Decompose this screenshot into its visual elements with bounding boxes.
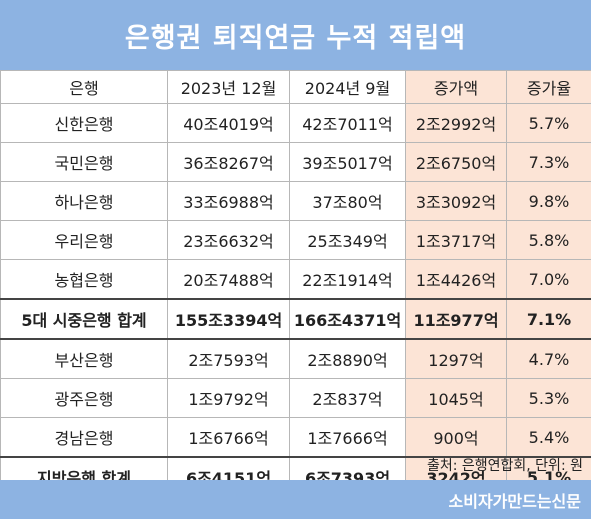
page-title: 은행권 퇴직연금 누적 적립액 [0,0,591,70]
cell-2024: 22조1914억 [289,259,406,300]
header-2024-sep: 2024년 9월 [289,70,406,104]
header-growth-rate: 증가율 [506,70,591,104]
cell-bank: 농협은행 [0,259,168,300]
cell-2023: 1조6766억 [167,417,290,458]
cell-increase: 1045억 [405,378,507,418]
cell-increase: 3조3092억 [405,181,507,221]
cell-increase: 11조977억 [405,298,507,340]
cell-2023: 36조8267억 [167,142,290,182]
cell-rate: 7.0% [506,259,591,300]
header-increase: 증가액 [405,70,507,104]
cell-2023: 23조6632억 [167,220,290,260]
cell-bank: 우리은행 [0,220,168,260]
cell-increase: 900억 [405,417,507,458]
table-header-row: 은행 2023년 12월 2024년 9월 증가액 증가율 [0,70,591,104]
cell-bank: 5대 시중은행 합계 [0,298,168,340]
table-row: 경남은행 1조6766억 1조7666억 900억 5.4% [0,417,591,458]
cell-bank: 광주은행 [0,378,168,418]
cell-increase: 1조3717억 [405,220,507,260]
cell-2024: 2조8890억 [289,338,406,379]
cell-rate: 5.4% [506,417,591,458]
cell-2024: 2조837억 [289,378,406,418]
brand-footer: 소비자가만드는신문 [0,480,591,519]
cell-increase: 2조6750억 [405,142,507,182]
cell-2024: 37조80억 [289,181,406,221]
cell-2024: 39조5017억 [289,142,406,182]
cell-bank: 국민은행 [0,142,168,182]
cell-rate: 5.8% [506,220,591,260]
cell-2023: 155조3394억 [167,298,290,340]
cell-rate: 7.3% [506,142,591,182]
cell-bank: 경남은행 [0,417,168,458]
pension-table: 은행 2023년 12월 2024년 9월 증가액 증가율 신한은행 40조40… [0,70,591,498]
cell-rate: 5.3% [506,378,591,418]
cell-2023: 2조7593억 [167,338,290,379]
cell-increase: 1조4426억 [405,259,507,300]
cell-increase: 2조2992억 [405,103,507,143]
cell-2023: 1조9792억 [167,378,290,418]
table-row: 하나은행 33조6988억 37조80억 3조3092억 9.8% [0,181,591,221]
table-row: 부산은행 2조7593억 2조8890억 1297억 4.7% [0,338,591,379]
cell-2024: 1조7666억 [289,417,406,458]
cell-2023: 33조6988억 [167,181,290,221]
header-2023-dec: 2023년 12월 [167,70,290,104]
cell-2024: 166조4371억 [289,298,406,340]
table-row: 우리은행 23조6632억 25조349억 1조3717억 5.8% [0,220,591,260]
cell-2024: 42조7011억 [289,103,406,143]
table-row: 국민은행 36조8267억 39조5017억 2조6750억 7.3% [0,142,591,182]
cell-2023: 40조4019억 [167,103,290,143]
brand-name: 소비자가만드는신문 [448,491,581,511]
cell-bank: 하나은행 [0,181,168,221]
cell-bank: 신한은행 [0,103,168,143]
cell-2024: 25조349억 [289,220,406,260]
table-row: 광주은행 1조9792억 2조837억 1045억 5.3% [0,378,591,418]
cell-increase: 1297억 [405,338,507,379]
source-note: 출처: 은행연합회, 단위: 원 [426,458,583,474]
cell-bank: 부산은행 [0,338,168,379]
cell-2023: 20조7488억 [167,259,290,300]
header-bank: 은행 [0,70,168,104]
table-row: 신한은행 40조4019억 42조7011억 2조2992억 5.7% [0,103,591,143]
cell-rate: 9.8% [506,181,591,221]
cell-rate: 5.7% [506,103,591,143]
cell-rate: 4.7% [506,338,591,379]
subtotal-row-commercial: 5대 시중은행 합계 155조3394억 166조4371억 11조977억 7… [0,298,591,340]
cell-rate: 7.1% [506,298,591,340]
table-row: 농협은행 20조7488억 22조1914억 1조4426억 7.0% [0,259,591,300]
